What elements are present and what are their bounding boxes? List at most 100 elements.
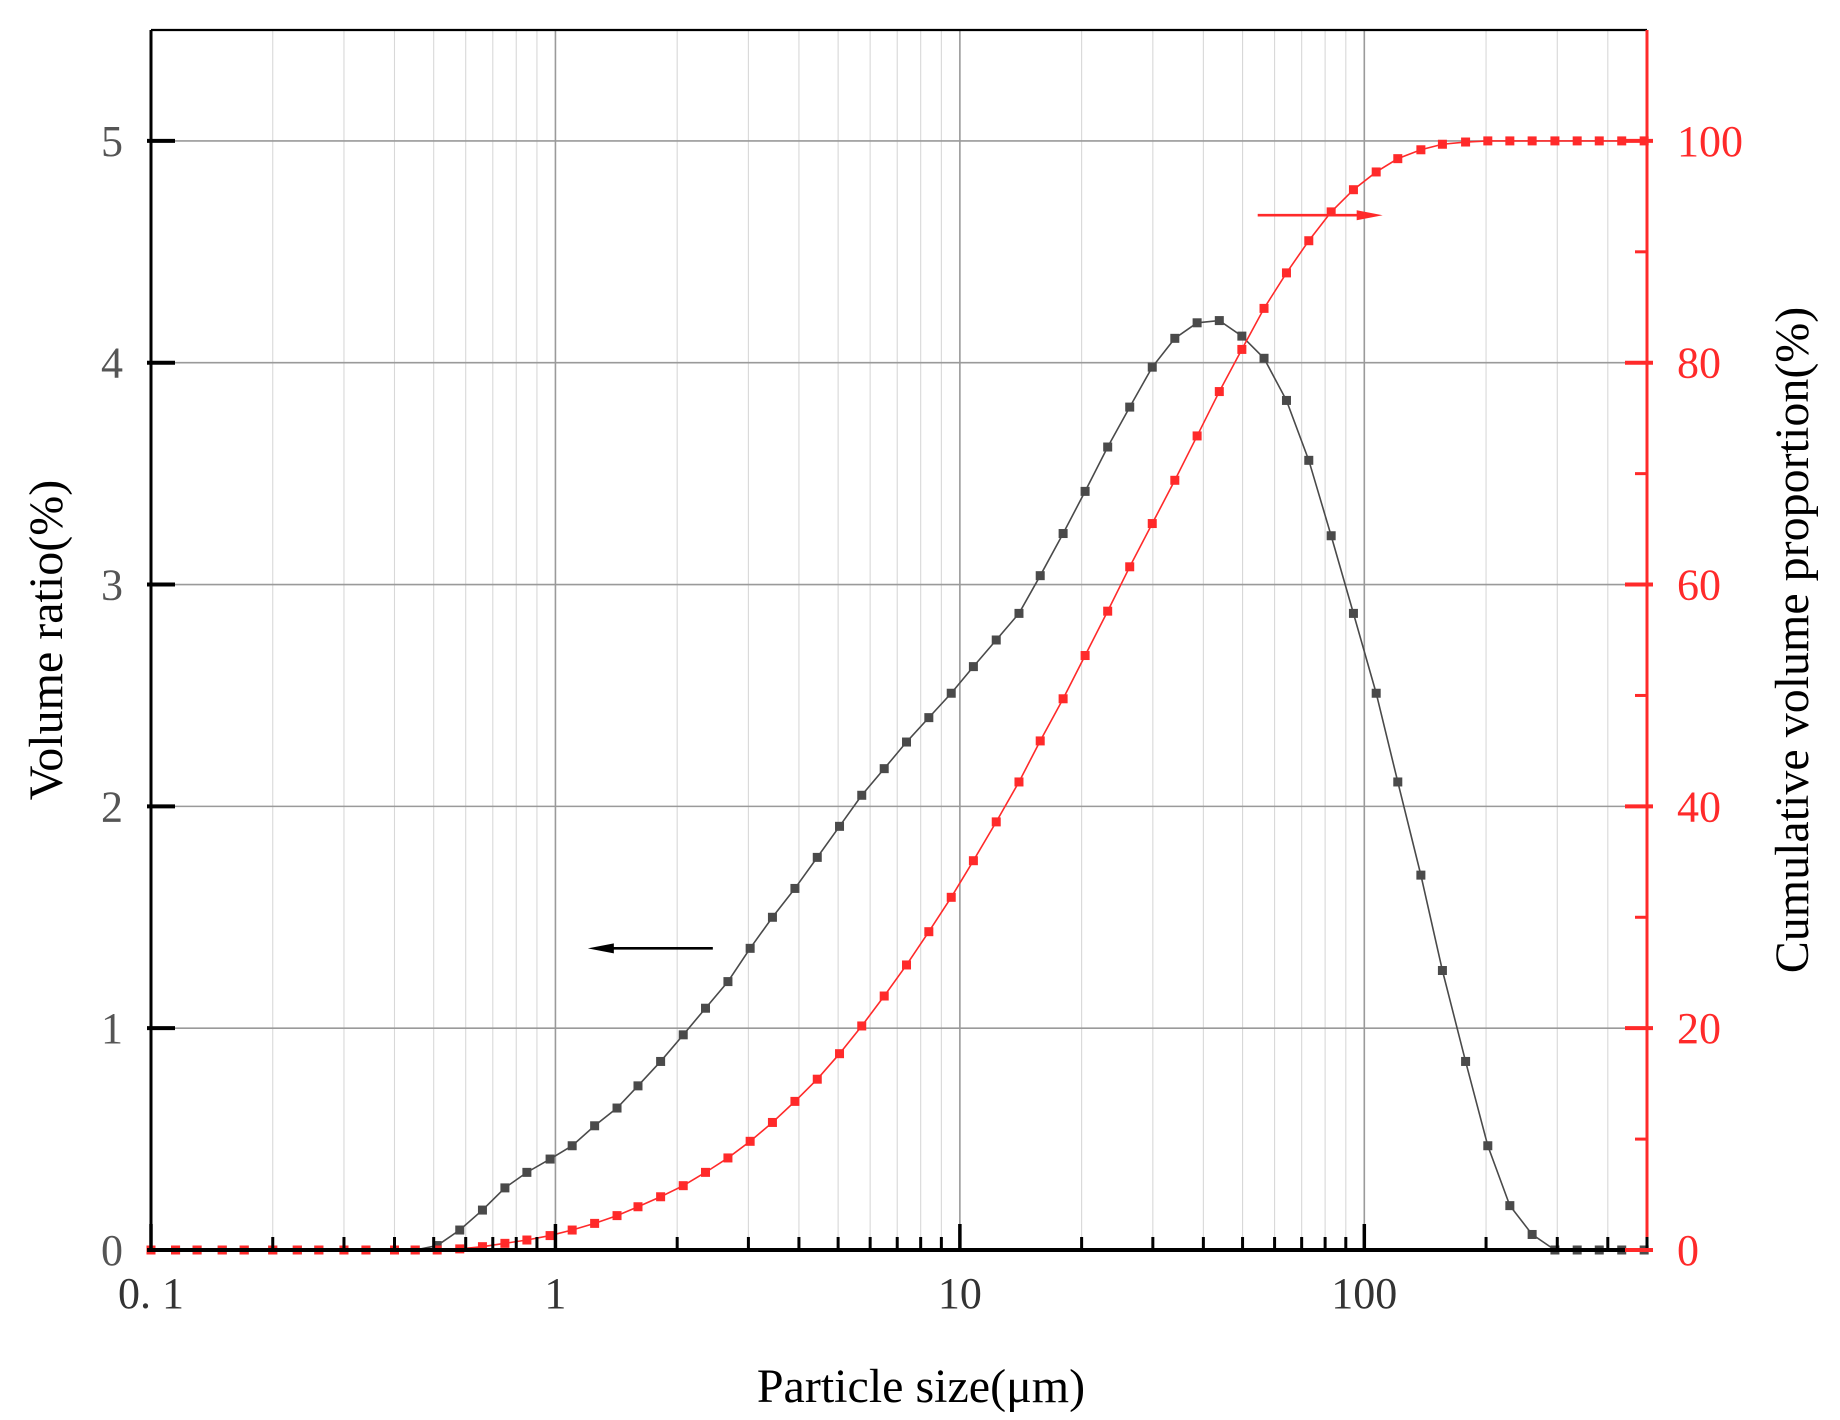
cumulative-volume-point [567,1225,577,1235]
volume-ratio-point [1416,870,1426,880]
volume-ratio-point [1483,1141,1493,1151]
cumulative-volume-point [522,1235,532,1245]
volume-ratio-point [1527,1229,1537,1239]
cumulative-volume-point [1237,344,1247,354]
cumulative-volume-point [1527,136,1537,146]
cumulative-volume-point [1103,606,1113,616]
y-axis-left-title: Volume ratio(%) [20,480,73,800]
volume-ratio-point [678,1030,688,1040]
cumulative-volume-point [812,1074,822,1084]
volume-ratio-point [522,1167,532,1177]
volume-ratio-point [1170,333,1180,343]
x-tick-label: 0. 1 [118,1269,184,1318]
cumulative-volume-point [701,1167,711,1177]
volume-ratio-point [590,1121,600,1131]
cumulative-volume-point [1014,777,1024,787]
cumulative-volume-point [1080,651,1090,661]
cumulative-volume-point [1125,562,1135,572]
cumulative-volume-point [1192,431,1202,441]
volume-ratio-point [1080,486,1090,496]
volume-ratio-point [477,1205,487,1215]
y-right-tick-label: 40 [1677,782,1721,831]
volume-ratio-point [835,821,845,831]
cumulative-volume-point [1550,136,1560,146]
volume-ratio-point [968,662,978,672]
volume-ratio-point [701,1003,711,1013]
cumulative-volume-point [946,892,956,902]
y-axis-right-title: Cumulative volume proportion(%) [1766,307,1819,974]
volume-ratio-point [612,1103,622,1113]
cumulative-volume-point [1461,137,1471,147]
arrowhead [1356,210,1383,221]
volume-ratio-point [1035,571,1045,581]
y-left-tick-label: 0 [101,1226,123,1275]
volume-ratio-point [1371,688,1381,698]
volume-ratio-point [656,1056,666,1066]
volume-ratio-point [633,1081,643,1091]
cumulative-volume-point [1416,145,1426,155]
cumulative-volume-point [1348,185,1358,195]
cumulative-volume-point [1304,236,1314,246]
volume-ratio-point [1125,402,1135,412]
cumulative-volume-point [991,817,1001,827]
cumulative-volume-point [1572,136,1582,146]
volume-ratio-point [857,790,867,800]
cumulative-volume-point [1214,387,1224,397]
cumulative-volume-point [1483,136,1493,146]
cumulative-volume-point [1035,736,1045,746]
volume-ratio-point [1437,966,1447,976]
axes [147,28,1653,1252]
x-tick-label: 10 [938,1269,982,1318]
volume-ratio-point [1058,529,1068,539]
cumulative-volume-point [612,1211,622,1221]
cumulative-volume-point [968,856,978,866]
tick-labels: 0. 1 1 10 100 0 1 2 3 4 5 0 20 40 60 80 100 [101,117,1743,1318]
cumulative-volume-point [790,1096,800,1106]
volume-ratio-point [879,764,889,774]
arrowhead [587,943,614,954]
y-left-tick-label: 1 [101,1004,123,1053]
volume-ratio-point [1192,318,1202,328]
grid [150,30,1648,1250]
volume-ratio-point [1214,316,1224,326]
cumulative-volume-point [1147,519,1157,529]
volume-ratio-point [1348,608,1358,618]
right-axis-arrow [1257,210,1383,221]
cumulative-volume-point [1505,136,1515,146]
volume-ratio-point [924,713,934,723]
cumulative-volume-point [1594,136,1604,146]
annotations [587,210,1383,954]
y-right-tick-label: 100 [1677,117,1743,166]
cumulative-volume-point [879,991,889,1001]
y-right-tick-label: 80 [1677,339,1721,388]
cumulative-volume-point [1437,139,1447,149]
cumulative-volume-point [590,1218,600,1228]
x-tick-label: 1 [544,1269,566,1318]
cumulative-volume-point [767,1117,777,1127]
left-axis-arrow [587,943,713,954]
cumulative-volume-point [835,1049,845,1059]
y-left-tick-label: 5 [101,117,123,166]
volume-ratio-point [1237,331,1247,341]
volume-ratio-point [1014,608,1024,618]
cumulative-volume-point [1617,136,1627,146]
volume-ratio-point [1505,1201,1515,1211]
volume-ratio-point [500,1183,510,1193]
cumulative-volume-point [545,1231,555,1241]
y-left-tick-label: 2 [101,782,123,831]
volume-ratio-point [790,883,800,893]
volume-ratio-point [767,912,777,922]
volume-ratio-point [812,852,822,862]
cumulative-volume-point [1058,694,1068,704]
volume-ratio-point [902,737,912,747]
volume-ratio-point [946,688,956,698]
cumulative-volume-point [500,1238,510,1248]
volume-ratio-point [745,943,755,953]
x-axis-title: Particle size(μm) [757,1360,1085,1413]
cumulative-volume-point [924,927,934,937]
cumulative-volume-point [723,1153,733,1163]
volume-ratio-point [1259,353,1269,363]
cumulative-volume-point [1170,475,1180,485]
volume-ratio-point [1304,455,1314,465]
cumulative-volume-point [1371,167,1381,177]
